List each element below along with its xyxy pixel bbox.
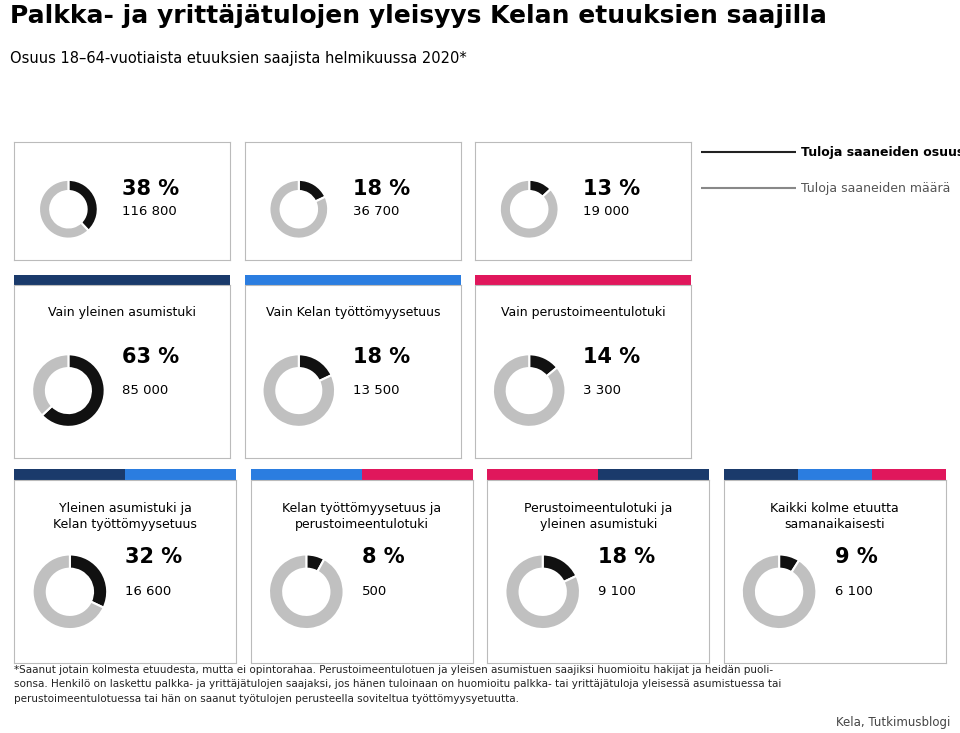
Wedge shape: [500, 180, 559, 239]
Text: 18 %: 18 %: [353, 179, 410, 199]
FancyBboxPatch shape: [245, 275, 461, 285]
Text: Palkka- ja yrittäjätulojen yleisyys Kelan etuuksien saajilla: Palkka- ja yrittäjätulojen yleisyys Kela…: [10, 4, 827, 28]
Wedge shape: [32, 354, 68, 416]
Text: Tuloja saaneiden osuus: Tuloja saaneiden osuus: [801, 146, 960, 159]
Wedge shape: [299, 180, 325, 202]
Wedge shape: [68, 180, 98, 231]
Wedge shape: [542, 554, 576, 582]
FancyBboxPatch shape: [475, 275, 691, 285]
Text: Yleinen asumistuki,
kaikki saajat: Yleinen asumistuki, kaikki saajat: [49, 96, 196, 126]
Text: Yleinen asumistuki ja
Kelan työttömyysetuus: Yleinen asumistuki ja Kelan työttömyyset…: [54, 502, 198, 531]
Text: Tuloja saaneiden määrä: Tuloja saaneiden määrä: [801, 182, 950, 195]
Text: 14 %: 14 %: [583, 347, 640, 367]
Text: 19 000: 19 000: [583, 205, 630, 218]
Text: 116 800: 116 800: [123, 205, 178, 218]
Text: 18 %: 18 %: [598, 547, 656, 567]
Wedge shape: [70, 554, 108, 608]
Text: 16 600: 16 600: [126, 585, 172, 597]
Wedge shape: [270, 180, 328, 239]
Text: 63 %: 63 %: [123, 347, 180, 367]
Text: Vain Kelan työttömyysetuus: Vain Kelan työttömyysetuus: [266, 306, 440, 319]
FancyBboxPatch shape: [126, 469, 236, 480]
FancyBboxPatch shape: [724, 469, 798, 480]
Wedge shape: [42, 354, 105, 427]
Text: Osuus 18–64-vuotiaista etuuksien saajista helmikuussa 2020*: Osuus 18–64-vuotiaista etuuksien saajist…: [10, 51, 467, 66]
FancyBboxPatch shape: [872, 469, 946, 480]
Text: Vain perustoimeentulotuki: Vain perustoimeentulotuki: [501, 306, 665, 319]
Text: *Saanut jotain kolmesta etuudesta, mutta ei opintorahaa. Perustoimeentulotuen ja: *Saanut jotain kolmesta etuudesta, mutta…: [14, 665, 781, 704]
FancyBboxPatch shape: [362, 469, 472, 480]
Wedge shape: [269, 554, 344, 629]
Text: Kaikki kolme etuutta
samanaikaisesti: Kaikki kolme etuutta samanaikaisesti: [770, 502, 899, 531]
Text: 8 %: 8 %: [362, 547, 404, 567]
Text: 13 500: 13 500: [353, 383, 399, 397]
Text: Vain yleinen asumistuki: Vain yleinen asumistuki: [48, 306, 197, 319]
FancyBboxPatch shape: [251, 469, 362, 480]
Text: 500: 500: [362, 585, 387, 597]
FancyBboxPatch shape: [487, 469, 598, 480]
FancyBboxPatch shape: [14, 469, 126, 480]
Wedge shape: [742, 554, 816, 629]
Text: 18 %: 18 %: [353, 347, 410, 367]
Text: Kelan työttömyysetuus ja
perustoimeentulotuki: Kelan työttömyysetuus ja perustoimeentul…: [282, 502, 442, 531]
Wedge shape: [306, 554, 324, 572]
Text: 9 %: 9 %: [834, 547, 877, 567]
Text: 6 100: 6 100: [834, 585, 873, 597]
Wedge shape: [780, 554, 799, 572]
FancyBboxPatch shape: [798, 469, 872, 480]
Text: Kelan työttömyysetuus,
kaikki saajat: Kelan työttömyysetuus, kaikki saajat: [263, 96, 443, 126]
Text: 85 000: 85 000: [123, 383, 169, 397]
Text: 9 100: 9 100: [598, 585, 636, 597]
Wedge shape: [33, 554, 104, 629]
Text: 32 %: 32 %: [126, 547, 182, 567]
Wedge shape: [529, 354, 557, 376]
Text: Perustoimeentulotuki,
kaikki saajat: Perustoimeentulotuki, kaikki saajat: [499, 96, 667, 126]
Text: 38 %: 38 %: [123, 179, 180, 199]
Text: 36 700: 36 700: [353, 205, 399, 218]
Wedge shape: [492, 354, 565, 427]
Wedge shape: [505, 554, 580, 629]
Wedge shape: [529, 180, 551, 196]
Wedge shape: [299, 354, 331, 381]
FancyBboxPatch shape: [14, 275, 230, 285]
Text: Kela, Tutkimusblogi: Kela, Tutkimusblogi: [836, 716, 950, 729]
Wedge shape: [39, 180, 88, 239]
Wedge shape: [262, 354, 335, 427]
Text: 13 %: 13 %: [583, 179, 640, 199]
FancyBboxPatch shape: [598, 469, 709, 480]
Text: 3 300: 3 300: [583, 383, 621, 397]
Text: Perustoimeentulotuki ja
yleinen asumistuki: Perustoimeentulotuki ja yleinen asumistu…: [524, 502, 672, 531]
